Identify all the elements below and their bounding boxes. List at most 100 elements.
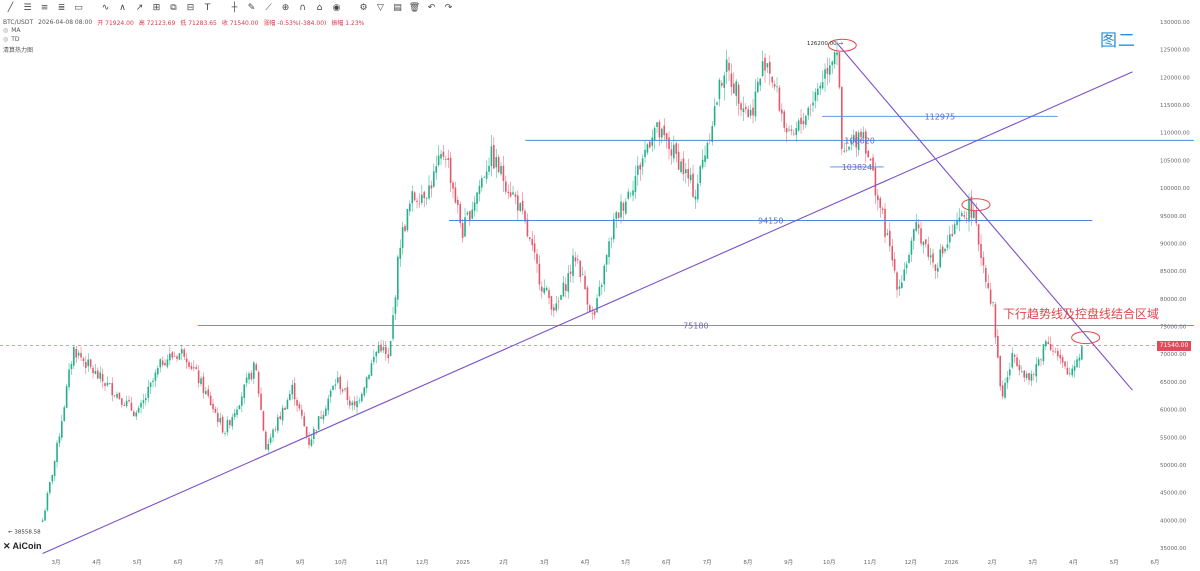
trendline-rising-support bbox=[42, 71, 1133, 555]
fib-tool[interactable]: ≣ bbox=[57, 3, 66, 13]
candle-body bbox=[245, 377, 248, 384]
indicator-row-ma[interactable]: ◎ MA bbox=[3, 27, 21, 34]
trend-line-tool[interactable]: ╱ bbox=[7, 3, 14, 13]
candle-body bbox=[994, 304, 997, 338]
trendline-falling-resistance bbox=[836, 42, 1133, 391]
horizontal-lines-tool[interactable]: ☰ bbox=[23, 3, 32, 13]
candle-body bbox=[317, 416, 320, 430]
candle-body bbox=[339, 376, 342, 390]
candle-body bbox=[1028, 373, 1030, 380]
candle-body bbox=[447, 158, 450, 160]
candle-body bbox=[711, 126, 714, 142]
rectangle-tool[interactable]: ▭ bbox=[74, 3, 83, 13]
candle-body bbox=[1025, 373, 1028, 378]
x-tick-label: 3月 bbox=[1028, 559, 1037, 566]
brush-tool[interactable]: ∿ bbox=[101, 3, 110, 13]
candle-body bbox=[622, 203, 625, 211]
x-tick-label: 9月 bbox=[784, 559, 793, 566]
candle-body bbox=[706, 142, 709, 159]
candle-body bbox=[469, 210, 471, 222]
candle-body bbox=[241, 396, 243, 406]
candle-body bbox=[581, 274, 584, 275]
candle-body bbox=[785, 128, 788, 133]
candle-body bbox=[915, 221, 918, 231]
candle-body bbox=[953, 224, 956, 234]
candle-body bbox=[958, 217, 961, 222]
low-value: 低 71283.65 bbox=[180, 20, 217, 27]
x-tick-label: 10月 bbox=[335, 559, 348, 566]
candle-body bbox=[1037, 359, 1040, 366]
candle-body bbox=[262, 411, 265, 431]
crosshair-tool[interactable]: ┼ bbox=[231, 3, 238, 13]
filter-tool[interactable]: ▽ bbox=[377, 3, 384, 13]
candle-body bbox=[941, 246, 944, 254]
long-position-tool[interactable]: ⊞ bbox=[152, 3, 161, 13]
candle-body bbox=[303, 416, 306, 427]
ruler-tool[interactable]: ⟋ bbox=[265, 3, 272, 13]
candle-body bbox=[500, 165, 502, 174]
candle-body bbox=[656, 122, 658, 127]
candle-body bbox=[908, 254, 910, 263]
y-tick-label: 45000.00 bbox=[1160, 491, 1187, 497]
indicator-row-heatmap[interactable]: 清算热力图 bbox=[3, 45, 33, 54]
pencil-tool[interactable]: ✎ bbox=[247, 3, 256, 13]
visibility-tool[interactable]: ◉ bbox=[332, 3, 341, 13]
candle-body bbox=[385, 346, 387, 354]
candle-body bbox=[197, 370, 200, 384]
zoom-tool[interactable]: ⊕ bbox=[281, 3, 290, 13]
candle-body bbox=[401, 227, 404, 248]
candle-body bbox=[740, 103, 742, 110]
lock-tool[interactable]: ⌂ bbox=[316, 3, 323, 13]
candle-body bbox=[454, 187, 457, 203]
measure-tool[interactable]: ⊟ bbox=[186, 3, 195, 13]
symbol-label[interactable]: BTC/USDT bbox=[3, 19, 34, 26]
wave-tool[interactable]: ∧ bbox=[119, 3, 126, 13]
eye-icon[interactable]: ◎ bbox=[3, 27, 9, 34]
candle-body bbox=[759, 78, 762, 86]
candle-body bbox=[1047, 342, 1050, 345]
candle-body bbox=[646, 144, 649, 153]
x-tick-label: 9月 bbox=[296, 559, 305, 566]
candle-body bbox=[425, 198, 428, 199]
y-tick-label: 110000.00 bbox=[1160, 131, 1190, 137]
candle-body bbox=[769, 61, 771, 74]
y-tick-label: 70000.00 bbox=[1160, 352, 1187, 358]
candle-body bbox=[505, 181, 507, 192]
candle-body bbox=[512, 192, 514, 195]
candle-body bbox=[881, 208, 884, 210]
redo-tool[interactable]: ↷ bbox=[444, 3, 453, 13]
eye-icon[interactable]: ◎ bbox=[3, 36, 9, 43]
candle-body bbox=[749, 109, 752, 116]
candle-body bbox=[193, 367, 195, 369]
parallel-channel-tool[interactable]: ≡ bbox=[40, 3, 49, 13]
candle-body bbox=[128, 399, 130, 402]
candle-body bbox=[1071, 368, 1074, 376]
candle-body bbox=[886, 233, 889, 235]
settings-tool[interactable]: ⚙ bbox=[359, 3, 368, 13]
x-tick-label: 4月 bbox=[92, 559, 101, 566]
candle-body bbox=[857, 132, 860, 150]
delete-tool[interactable]: 🗑 bbox=[408, 3, 421, 13]
candle-body bbox=[56, 442, 58, 463]
candle-body bbox=[89, 359, 92, 367]
candle-body bbox=[440, 154, 442, 159]
undo-tool[interactable]: ↶ bbox=[427, 3, 436, 13]
text-tool[interactable]: T bbox=[204, 3, 211, 13]
candle-body bbox=[891, 246, 894, 261]
candle-body bbox=[217, 413, 219, 423]
candle-body bbox=[1011, 352, 1014, 368]
magnet-tool[interactable]: ∩ bbox=[299, 3, 306, 13]
pattern-tool[interactable]: ⧉ bbox=[170, 3, 177, 13]
list-tool[interactable]: ▤ bbox=[393, 3, 402, 13]
candle-body bbox=[145, 398, 147, 401]
indicator-row-td[interactable]: ◎ TD bbox=[3, 36, 20, 43]
candle-body bbox=[1066, 367, 1069, 375]
candle-body bbox=[346, 387, 349, 400]
arrow-tool[interactable]: ↗ bbox=[135, 3, 144, 13]
candle-body bbox=[99, 372, 102, 379]
candle-body bbox=[877, 195, 879, 201]
candle-body bbox=[70, 364, 73, 370]
candle-body bbox=[670, 149, 673, 156]
candle-body bbox=[795, 128, 798, 136]
